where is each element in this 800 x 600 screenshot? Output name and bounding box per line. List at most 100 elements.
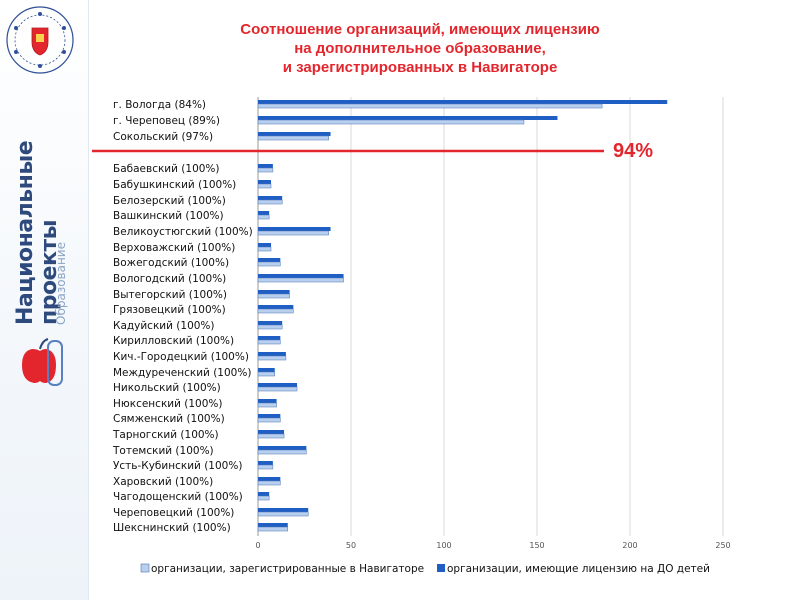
category-label: г. Вологда (84%): [113, 99, 206, 111]
bar-license: [258, 336, 281, 340]
category-label: Усть-Кубинский (100%): [113, 460, 242, 472]
bar-navigator: [257, 135, 329, 141]
bar-license: [258, 116, 558, 120]
bar-license: [258, 461, 273, 465]
bar-license: [258, 180, 272, 184]
chart-title: Соотношение организаций, имеющих лицензи…: [140, 20, 700, 77]
bar-license: [258, 100, 668, 104]
bar-license: [258, 352, 286, 356]
x-tick-label: 250: [715, 541, 730, 550]
category-label: Грязовецкий (100%): [113, 304, 226, 316]
title-line-2: на дополнительное образование,: [294, 40, 546, 57]
bar-navigator: [257, 402, 277, 408]
bar-navigator: [257, 355, 287, 361]
category-label: Нюксенский (100%): [113, 398, 223, 410]
bar-navigator: [257, 449, 307, 455]
region-emblem-icon: [6, 6, 74, 74]
legend-swatch-navigator: [140, 563, 150, 573]
apple-book-icon: [22, 338, 63, 386]
bar-navigator: [257, 230, 329, 236]
category-label: Верховажский (100%): [113, 242, 235, 254]
bar-license: [258, 492, 270, 496]
bar-navigator: [257, 339, 281, 345]
bar-license: [258, 305, 294, 309]
bar-license: [258, 258, 281, 262]
bar-navigator: [257, 199, 283, 205]
bar-license: [258, 274, 344, 278]
category-label: Шекснинский (100%): [113, 522, 231, 534]
bar-navigator: [257, 277, 344, 283]
bar-navigator: [257, 324, 283, 330]
bar-navigator: [257, 371, 275, 377]
category-label: Череповецкий (100%): [113, 507, 234, 519]
legend-label-navigator: организации, зарегистрированные в Навига…: [151, 563, 424, 575]
bar-navigator: [257, 511, 309, 517]
category-label: Вожегодский (100%): [113, 257, 229, 269]
x-tick-label: 100: [436, 541, 451, 550]
legend-swatch-license: [437, 564, 445, 572]
bar-license: [258, 290, 290, 294]
bar-license: [258, 368, 275, 372]
bar-license: [258, 430, 285, 434]
bar-navigator: [257, 464, 274, 470]
bar-navigator: [257, 167, 274, 173]
bar-navigator: [257, 293, 290, 299]
bar-license: [258, 383, 298, 387]
category-label: Бабаевский (100%): [113, 163, 220, 175]
bar-navigator: [257, 417, 281, 423]
category-label: Вытегорский (100%): [113, 289, 227, 301]
category-label: Сямженский (100%): [113, 413, 225, 425]
category-label: Никольский (100%): [113, 382, 221, 394]
bar-license: [258, 321, 283, 325]
category-label: Кич.-Городецкий (100%): [113, 351, 249, 363]
bar-navigator: [257, 433, 285, 439]
x-tick-label: 200: [622, 541, 637, 550]
bar-navigator: [257, 103, 603, 109]
category-label: Вашкинский (100%): [113, 210, 224, 222]
x-tick-label: 150: [529, 541, 544, 550]
category-label: Кирилловский (100%): [113, 335, 234, 347]
category-label: Междуреченский (100%): [113, 367, 251, 379]
category-label: Вологодский (100%): [113, 273, 226, 285]
bar-license: [258, 227, 331, 231]
bar-navigator: [257, 495, 270, 501]
bar-license: [258, 211, 270, 215]
bar-navigator: [257, 261, 281, 267]
bar-license: [258, 132, 331, 136]
bar-navigator: [257, 308, 294, 314]
bar-navigator: [257, 526, 289, 532]
sidebar: Национальные проекты Образование: [0, 0, 89, 600]
bar-navigator: [257, 386, 298, 392]
x-tick-label: 0: [255, 541, 260, 550]
legend-label-license: организации, имеющие лицензию на ДО дете…: [447, 563, 710, 575]
x-tick-label: 50: [346, 541, 356, 550]
threshold-label: 94%: [613, 140, 653, 162]
bar-navigator: [257, 119, 525, 125]
bar-license: [258, 164, 273, 168]
category-label: Белозерский (100%): [113, 195, 226, 207]
category-label: Чагодощенский (100%): [113, 491, 243, 503]
category-label: г. Череповец (89%): [113, 115, 220, 127]
bar-license: [258, 477, 281, 481]
category-label: Сокольский (97%): [113, 131, 213, 143]
bar-license: [258, 523, 288, 527]
category-label: Бабушкинский (100%): [113, 179, 236, 191]
category-label: Великоустюгский (100%): [113, 226, 253, 238]
category-label: Харовский (100%): [113, 476, 213, 488]
title-line-1: Соотношение организаций, имеющих лицензи…: [240, 21, 600, 38]
category-label: Кадуйский (100%): [113, 320, 215, 332]
bar-navigator: [257, 246, 272, 252]
category-label: Тарногский (100%): [112, 429, 219, 441]
bar-license: [258, 196, 283, 200]
bar-license: [258, 414, 281, 418]
bar-license: [258, 508, 309, 512]
bar-navigator: [257, 480, 281, 486]
bar-license: [258, 399, 277, 403]
bar-navigator: [257, 183, 272, 189]
category-label: Тотемский (100%): [112, 445, 214, 457]
bar-navigator: [257, 214, 270, 220]
bar-license: [258, 446, 307, 450]
bar-license: [258, 243, 272, 247]
title-line-3: и зарегистрированных в Навигаторе: [282, 59, 558, 76]
